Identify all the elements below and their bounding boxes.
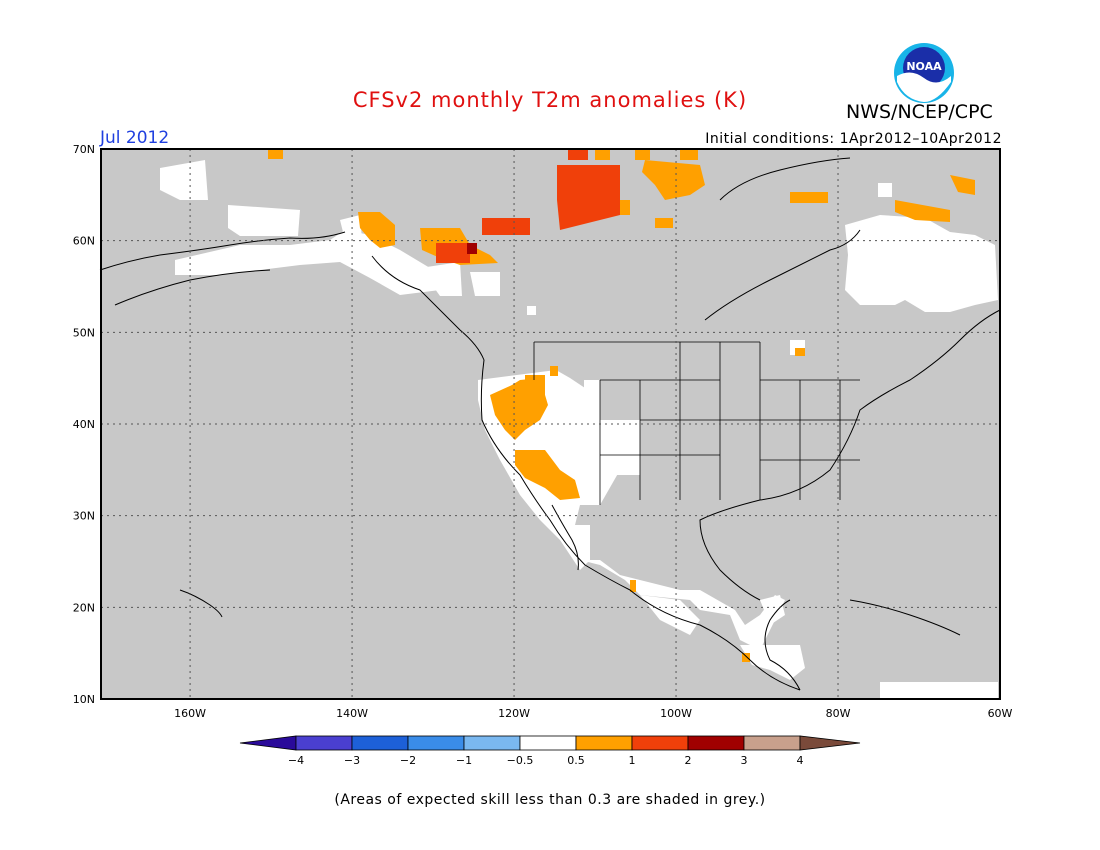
colorbar-max-arrow bbox=[799, 735, 861, 751]
anomaly-patch bbox=[742, 653, 750, 662]
forecast-month: Jul 2012 bbox=[100, 128, 170, 148]
anomaly-patch bbox=[550, 366, 558, 376]
anomaly-patch bbox=[642, 160, 705, 200]
anomaly-patch bbox=[630, 580, 636, 592]
colorbar-label: −4 bbox=[288, 754, 304, 767]
lon-label: 160W bbox=[174, 707, 206, 720]
anomaly-patch bbox=[600, 445, 640, 475]
anomaly-patch bbox=[880, 682, 998, 698]
noaa-logo: NOAA bbox=[893, 42, 955, 108]
anomaly-patch bbox=[467, 243, 477, 254]
colorbar-segment bbox=[631, 735, 689, 751]
anomaly-patch bbox=[527, 306, 536, 315]
coastline bbox=[371, 255, 801, 691]
colorbar-label: −3 bbox=[344, 754, 360, 767]
colorbar-label: 1 bbox=[629, 754, 636, 767]
lon-label: 100W bbox=[660, 707, 692, 720]
lon-label: 140W bbox=[336, 707, 368, 720]
anomaly-patch bbox=[555, 405, 585, 460]
colorbar-label: 0.5 bbox=[567, 754, 585, 767]
anomaly-patch bbox=[595, 150, 610, 160]
map-frame bbox=[100, 148, 1001, 700]
lat-label: 30N bbox=[73, 510, 95, 523]
anomaly-patch bbox=[895, 200, 950, 222]
anomaly-patch bbox=[655, 218, 673, 228]
coastline bbox=[849, 599, 961, 636]
lon-label: 60W bbox=[988, 707, 1013, 720]
anomaly-patches bbox=[160, 150, 998, 698]
colorbar-label: −1 bbox=[456, 754, 472, 767]
initial-conditions: Initial conditions: 1Apr2012–10Apr2012 bbox=[705, 131, 1002, 147]
anomaly-patch bbox=[557, 165, 620, 230]
coastline bbox=[179, 589, 223, 618]
anomaly-patch bbox=[340, 215, 362, 240]
anomaly-patch bbox=[790, 192, 828, 203]
colorbar-segment bbox=[575, 735, 633, 751]
lon-labels: 160W 140W 120W 100W 80W 60W bbox=[174, 707, 1012, 720]
anomaly-patch bbox=[160, 160, 208, 200]
anomaly-patch bbox=[950, 175, 975, 195]
anomaly-patch bbox=[525, 375, 545, 395]
lat-label: 70N bbox=[73, 143, 95, 156]
colorbar-segment bbox=[687, 735, 745, 751]
lat-labels: 10N 20N 30N 40N 50N 60N 70N bbox=[73, 143, 95, 706]
svg-text:NOAA: NOAA bbox=[906, 60, 942, 73]
lat-label: 40N bbox=[73, 418, 95, 431]
coastline bbox=[699, 309, 1001, 601]
lat-label: 50N bbox=[73, 326, 95, 339]
colorbar-label: 3 bbox=[741, 754, 748, 767]
lat-label: 60N bbox=[73, 235, 95, 248]
map-title: CFSv2 monthly T2m anomalies (K) bbox=[352, 88, 748, 112]
colorbar-label: −2 bbox=[400, 754, 416, 767]
colorbar-segment bbox=[463, 735, 521, 751]
anomaly-patch bbox=[436, 243, 470, 263]
anomaly-patch bbox=[228, 205, 300, 236]
anomaly-patch bbox=[635, 150, 650, 160]
anomaly-patch bbox=[795, 348, 805, 356]
coastline bbox=[719, 157, 851, 201]
anomaly-patch bbox=[760, 595, 785, 625]
colorbar-min-arrow bbox=[239, 735, 297, 751]
anomaly-patch bbox=[175, 230, 440, 295]
coastline bbox=[114, 269, 271, 306]
lat-label: 20N bbox=[73, 601, 95, 614]
coastline bbox=[704, 229, 861, 321]
coastline bbox=[99, 231, 346, 271]
colorbar-label: 4 bbox=[797, 754, 804, 767]
anomaly-patch bbox=[420, 262, 462, 296]
lon-label: 80W bbox=[826, 707, 851, 720]
anomaly-patch bbox=[515, 450, 580, 500]
gridlines bbox=[101, 149, 1000, 699]
anomaly-patch bbox=[482, 218, 530, 235]
anomaly-patch bbox=[358, 212, 395, 248]
anomaly-patch bbox=[680, 150, 698, 160]
anomaly-patch bbox=[470, 272, 500, 296]
anomaly-patch bbox=[845, 215, 998, 312]
coastline bbox=[551, 504, 579, 571]
anomaly-patch bbox=[878, 183, 892, 197]
colorbar-segment bbox=[351, 735, 409, 751]
anomaly-patch bbox=[268, 150, 283, 159]
anomaly-patch bbox=[740, 645, 805, 680]
colorbar-segment bbox=[743, 735, 801, 751]
colorbar-label: 2 bbox=[685, 754, 692, 767]
colorbar-segment bbox=[407, 735, 465, 751]
lon-label: 120W bbox=[498, 707, 530, 720]
anomaly-patch bbox=[568, 150, 588, 160]
coastlines bbox=[99, 157, 1001, 691]
colorbar-label: −0.5 bbox=[507, 754, 534, 767]
lat-label: 10N bbox=[73, 693, 95, 706]
skill-note: (Areas of expected skill less than 0.3 a… bbox=[334, 792, 766, 808]
colorbar: −4 −3 −2 −1 −0.5 0.5 1 2 3 4 bbox=[239, 735, 861, 767]
colorbar-segment bbox=[519, 735, 577, 751]
agency-label: NWS/NCEP/CPC bbox=[846, 101, 993, 123]
colorbar-segment bbox=[295, 735, 353, 751]
anomaly-patch bbox=[584, 380, 600, 410]
